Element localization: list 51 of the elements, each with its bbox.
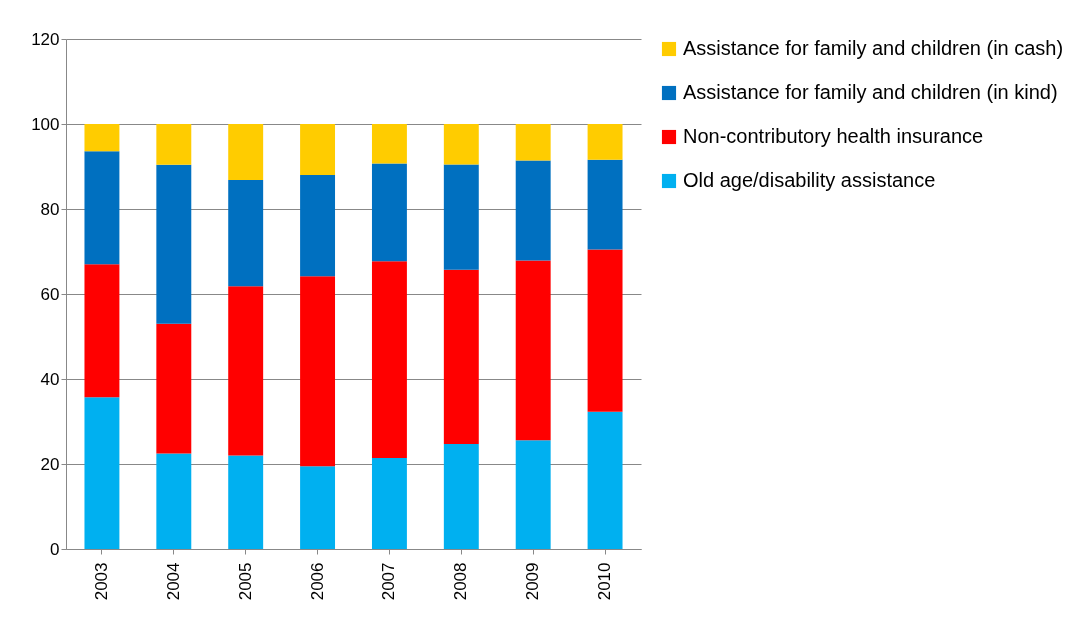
bar xyxy=(443,164,479,270)
y-tick-label: 60 xyxy=(40,284,60,304)
bar xyxy=(300,466,336,549)
y-tick-label: 100 xyxy=(31,114,60,134)
bar xyxy=(84,264,120,398)
legend-label: Assistance for family and children (in cash) xyxy=(683,37,1064,59)
x-tick-label: 2009 xyxy=(523,562,543,601)
bar xyxy=(228,180,264,287)
bar xyxy=(515,124,551,161)
bar xyxy=(443,269,479,445)
bar xyxy=(84,151,120,265)
bar xyxy=(443,124,479,165)
bar xyxy=(443,444,479,549)
bar xyxy=(371,261,407,459)
bar xyxy=(228,124,264,181)
bar xyxy=(300,124,336,175)
bar xyxy=(156,124,192,165)
bar xyxy=(156,164,192,324)
bar xyxy=(587,124,623,160)
bar xyxy=(371,163,407,262)
bar xyxy=(228,455,264,549)
x-tick-label: 2010 xyxy=(595,562,615,601)
bar xyxy=(84,124,120,152)
y-tick-label: 80 xyxy=(40,199,60,219)
x-tick-label: 2005 xyxy=(235,562,255,601)
bar xyxy=(156,453,192,549)
bar xyxy=(84,397,120,549)
x-tick-label: 2006 xyxy=(307,562,327,601)
x-tick-label: 2007 xyxy=(379,562,399,601)
x-tick-label: 2004 xyxy=(163,562,183,601)
bar xyxy=(228,286,264,456)
y-tick-label: 0 xyxy=(50,539,60,559)
y-tick-label: 40 xyxy=(40,369,60,389)
y-tick-label: 20 xyxy=(40,454,60,474)
x-tick-label: 2003 xyxy=(91,562,111,601)
legend-label: Old age/disability assistance xyxy=(683,169,936,191)
bar xyxy=(515,260,551,441)
legend-label: Non-contributory health insurance xyxy=(683,125,984,147)
bar xyxy=(371,458,407,549)
legend-label: Assistance for family and children (in kind) xyxy=(683,81,1058,103)
bar xyxy=(300,276,336,467)
bar xyxy=(515,440,551,549)
bar xyxy=(371,124,407,164)
bar xyxy=(156,323,192,454)
x-tick-label: 2008 xyxy=(451,562,471,601)
bar xyxy=(300,175,336,277)
bar xyxy=(587,411,623,549)
bar xyxy=(587,159,623,250)
bar xyxy=(587,249,623,412)
y-tick-label: 120 xyxy=(31,29,60,49)
bar xyxy=(515,160,551,261)
